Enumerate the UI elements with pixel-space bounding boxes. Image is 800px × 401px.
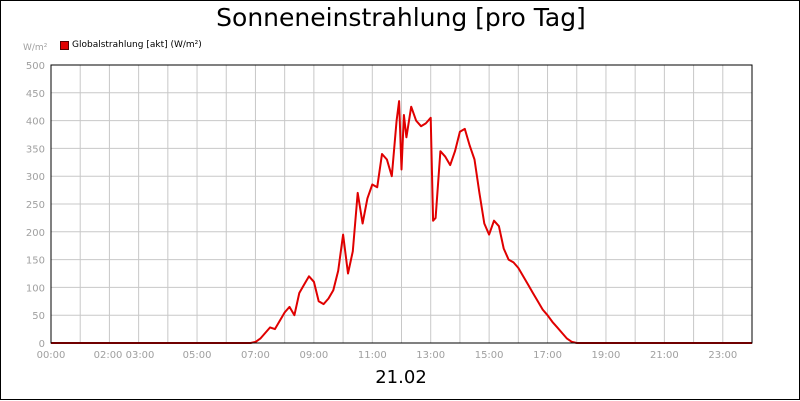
y-tick-label: 200 [26,228,45,239]
y-tick-label: 350 [26,144,45,155]
x-tick-label: 21:00 [650,350,679,361]
x-tick-label: 13:00 [416,350,445,361]
legend-label: Globalstrahlung [akt] (W/m²) [72,40,202,50]
x-tick-label: 09:00 [299,350,328,361]
x-tick-label: 19:00 [592,350,621,361]
y-tick-label: 0 [39,339,45,350]
plot-border [50,64,753,344]
y-tick-label: 500 [26,61,45,72]
y-tick-label: 400 [26,117,45,128]
x-tick-label: 05:00 [183,350,212,361]
x-tick-label: 23:00 [708,350,737,361]
series-line [51,100,752,344]
y-tick-label: 150 [26,256,45,267]
y-tick-label: 250 [26,200,45,211]
y-tick-label: 100 [26,283,45,294]
x-tick-label: 17:00 [533,350,562,361]
y-axis-unit: W/m² [23,43,48,53]
x-tick-label: 00:00 [37,350,66,361]
x-tick-label: 02:00 03:00 [94,350,155,361]
y-tick-label: 450 [26,89,45,100]
chart-title: Sonneneinstrahlung [pro Tag] [216,3,586,32]
y-tick-label: 300 [26,172,45,183]
x-tick-label: 07:00 [241,350,270,361]
chart-legend: Globalstrahlung [akt] (W/m²) [60,40,202,50]
x-axis-date: 21.02 [375,367,427,388]
x-tick-label: 11:00 [358,350,387,361]
y-tick-label: 50 [32,311,45,322]
x-tick-label: 15:00 [475,350,504,361]
legend-swatch [60,40,69,50]
